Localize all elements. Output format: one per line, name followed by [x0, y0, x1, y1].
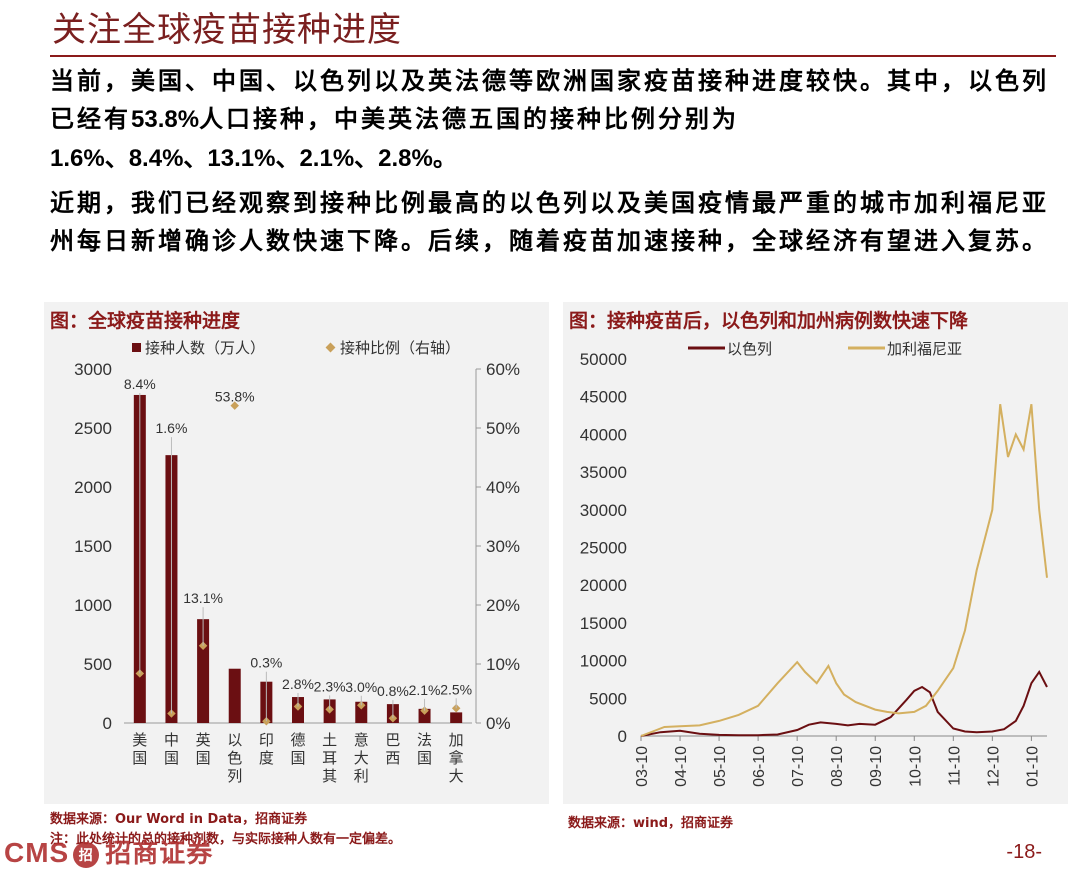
series-line-以色列: [640, 669, 1048, 737]
category-label-法国: 法国: [417, 731, 432, 767]
rate-marker-以色列: [230, 401, 239, 410]
logo-cn: 招商证券: [105, 839, 214, 869]
y-tick-label: 0: [103, 714, 112, 733]
bar-意大利: [355, 701, 368, 723]
x-tick-label: 07-10: [790, 746, 807, 787]
y2-tick-label: 40%: [486, 478, 520, 497]
rate-data-label: 1.6%: [155, 420, 187, 436]
category-label-德国: 德国: [290, 731, 305, 767]
x-tick-label: 04-10: [673, 746, 690, 787]
y2-tick-label: 0%: [486, 714, 511, 733]
rate-data-label: 0.3%: [250, 655, 282, 671]
legend-israel-label: 以色列: [727, 340, 772, 358]
rate-data-label: 2.3%: [314, 678, 346, 694]
y2-tick-label: 10%: [486, 655, 520, 674]
country-rates-highlight: 1.6%、8.4%、13.1%、2.1%、2.8%: [50, 145, 433, 172]
rate-data-label: 0.8%: [377, 683, 409, 699]
x-tick-label: 09-10: [868, 746, 885, 787]
vaccine-chart-title: 图：全球疫苗接种进度: [50, 310, 241, 332]
brand-logo: CMS 招招商证券: [4, 833, 213, 870]
rate-data-label: 13.1%: [183, 590, 223, 606]
category-label-巴西: 巴西: [385, 731, 400, 767]
category-label-印度: 印度: [259, 731, 274, 767]
x-tick-label: 08-10: [829, 746, 846, 787]
y-tick-label: 10000: [580, 652, 627, 671]
x-tick-label: 01-10: [1024, 746, 1041, 787]
left-note: 注：此处统计的总的接种剂数，与实际接种人数有一定偏差。: [50, 832, 402, 847]
legend-bar-swatch: [132, 343, 141, 352]
y-tick-label: 1000: [74, 596, 112, 615]
y-tick-label: 35000: [580, 463, 627, 482]
y2-tick-label: 20%: [486, 596, 520, 615]
legend-california-label: 加利福尼亚: [887, 340, 962, 358]
rate-data-label: 3.0%: [345, 679, 377, 695]
paragraph-1-part-e: 。: [432, 144, 460, 172]
paragraph-1-part-c: 人口接种，中美英法德五国的接种比例分别为: [199, 105, 740, 133]
y2-tick-label: 30%: [486, 537, 520, 556]
category-label-以色列: 以色列: [227, 731, 242, 785]
logo-text: CMS: [4, 837, 70, 868]
paragraph-1-part-a: 当前，美国、中国、以色列以及英法德等欧洲国家疫苗接种进度较快。其中，以色列已经有: [50, 67, 1049, 133]
bar-以色列: [228, 668, 241, 723]
y-tick-label: 3000: [74, 360, 112, 379]
y-tick-label: 25000: [580, 539, 627, 558]
rate-data-label: 8.4%: [124, 376, 156, 392]
y-tick-label: 50000: [580, 350, 627, 369]
case-decline-panel: 图：接种疫苗后，以色列和加州病例数快速下降 以色列 加利福尼亚 0 5000 10000…: [563, 302, 1068, 804]
y-tick-label: 2000: [74, 478, 112, 497]
x-tick-label: 12-10: [985, 746, 1002, 787]
case-chart-title: 图：接种疫苗后，以色列和加州病例数快速下降: [569, 310, 969, 332]
vaccine-progress-panel: 图：全球疫苗接种进度 接种人数（万人） 接种比例（右轴） 0 500 1000 1500 2…: [44, 302, 549, 804]
x-tick-label: 05-10: [712, 746, 729, 787]
y-tick-label: 5000: [589, 689, 627, 708]
bar-法国: [418, 708, 431, 723]
vaccine-bar-chart: 接种人数（万人） 接种比例（右轴） 0 500 1000 1500 2000 2500 3000…: [74, 339, 520, 785]
page-number: -18-: [1006, 841, 1042, 863]
category-label-土耳其: 土耳其: [322, 731, 337, 785]
category-label-英国: 英国: [196, 731, 211, 767]
title-divider: [50, 55, 1056, 57]
category-label-加拿大: 加拿大: [449, 731, 464, 785]
x-tick-label: 06-10: [751, 746, 768, 787]
rate-data-label: 2.5%: [440, 681, 472, 697]
rate-marker-巴西: [388, 714, 398, 723]
y-tick-label: 1500: [74, 537, 112, 556]
bar-加拿大: [450, 712, 463, 723]
legend-bar-label: 接种人数（万人）: [145, 339, 265, 357]
legend-marker-swatch: [325, 342, 336, 353]
left-source: 数据来源：Our Word in Data，招商证券: [50, 812, 308, 827]
category-label-美国: 美国: [132, 731, 147, 767]
y-tick-label: 45000: [580, 388, 627, 407]
series-line-加利福尼亚: [640, 404, 1048, 737]
y-tick-label: 30000: [580, 501, 627, 520]
paragraph-2: 近期，我们已经观察到接种比例最高的以色列以及美国疫情最严重的城市加利福尼亚州每日…: [50, 189, 1049, 255]
logo-badge-icon: 招: [73, 841, 100, 868]
rate-data-label: 2.8%: [282, 676, 314, 692]
y-tick-label: 20000: [580, 576, 627, 595]
category-label-中国: 中国: [164, 731, 179, 767]
page-title: 关注全球疫苗接种进度: [52, 10, 402, 50]
rate-data-label: 2.1%: [409, 682, 441, 698]
y2-tick-label: 50%: [486, 419, 520, 438]
x-tick-label: 11-10: [946, 746, 963, 786]
y-tick-label: 15000: [580, 614, 627, 633]
legend-marker-label: 接种比例（右轴）: [340, 339, 460, 357]
y2-tick-label: 60%: [486, 360, 520, 379]
y-tick-label: 500: [84, 655, 112, 674]
x-tick-label: 03-10: [634, 746, 651, 787]
rate-data-label: 53.8%: [215, 389, 255, 405]
case-line-chart: 以色列 加利福尼亚 0 5000 10000 15000 20000 25000 30000 35…: [580, 340, 1048, 787]
category-label-意大利: 意大利: [354, 731, 369, 785]
y-tick-label: 40000: [580, 425, 627, 444]
x-tick-label: 10-10: [907, 746, 924, 787]
paragraph-1: 当前，美国、中国、以色列以及英法德等欧洲国家疫苗接种进度较快。其中，以色列已经有…: [50, 62, 1050, 178]
right-source: 数据来源：wind，招商证券: [568, 816, 734, 831]
y-tick-label: 0: [618, 727, 627, 746]
israel-rate-highlight: 53.8%: [131, 106, 200, 133]
y-tick-label: 2500: [74, 419, 112, 438]
